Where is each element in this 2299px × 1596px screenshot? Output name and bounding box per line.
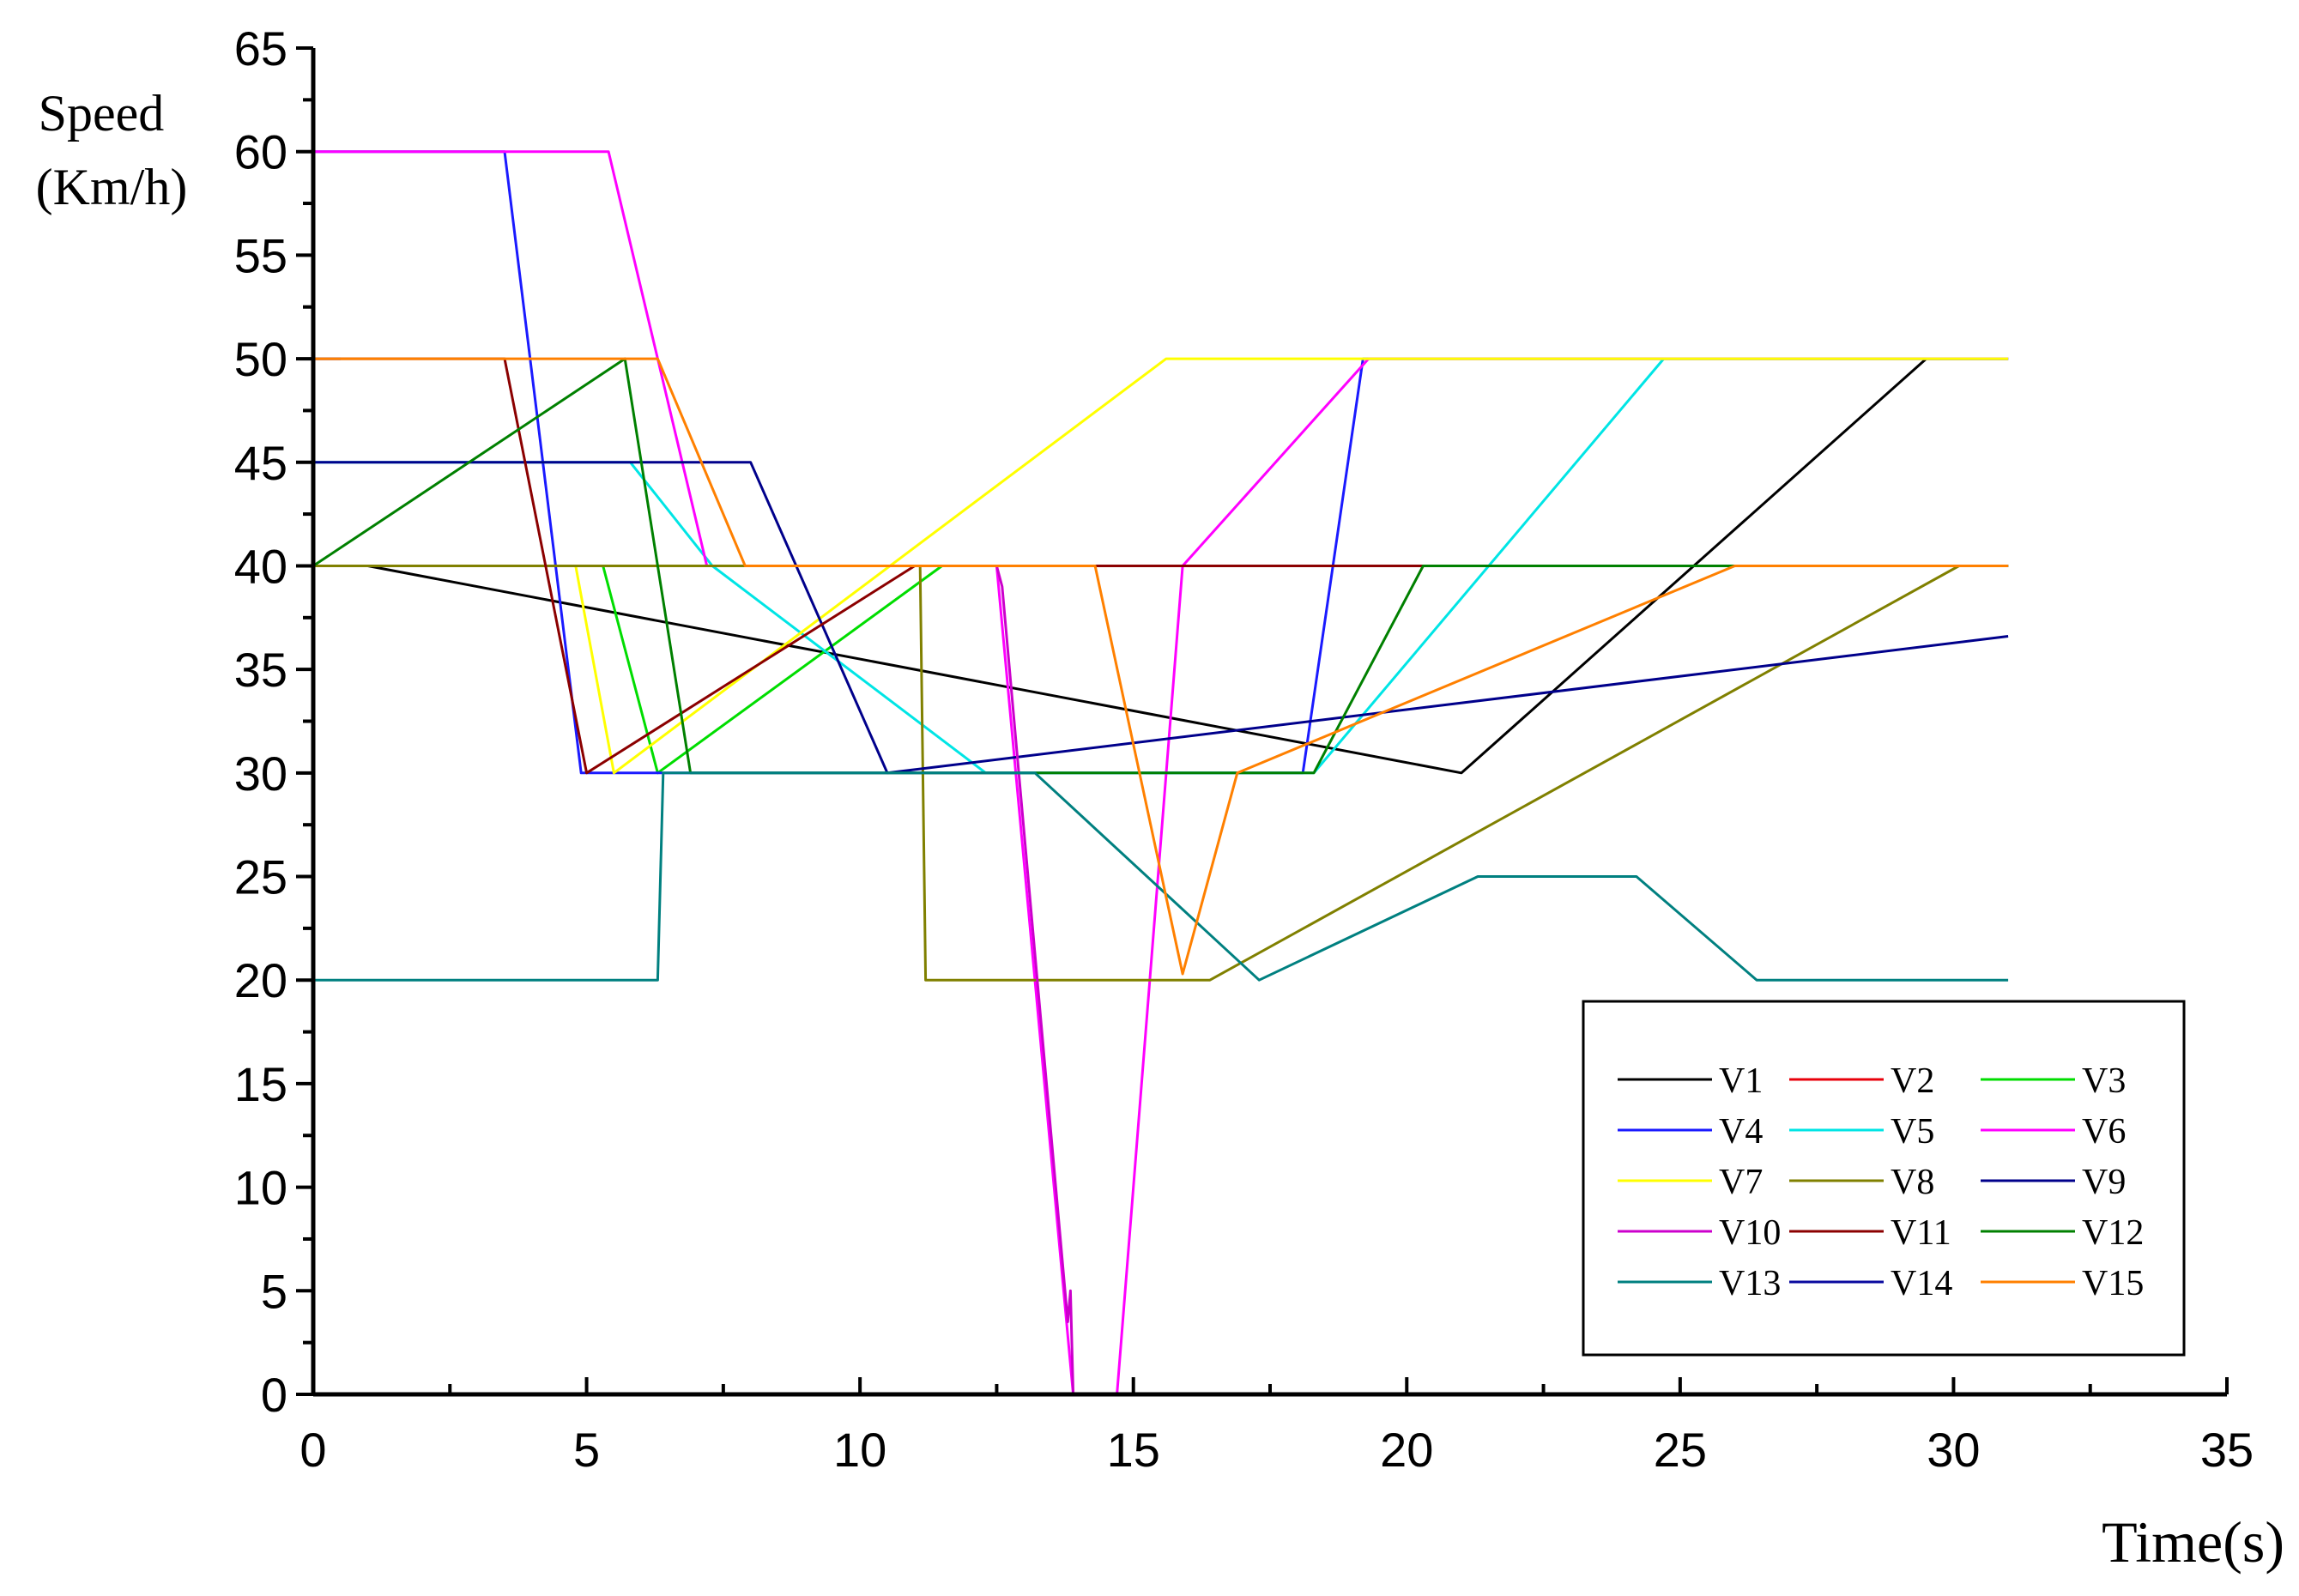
y-tick-label: 50 xyxy=(234,332,287,386)
x-tick-label: 20 xyxy=(1380,1423,1433,1477)
y-tick-label: 35 xyxy=(234,643,287,697)
legend-box xyxy=(1582,1000,2186,1357)
legend-label-v2: V2 xyxy=(1891,1061,1934,1101)
legend-label-v6: V6 xyxy=(2082,1112,2126,1152)
x-tick-label: 35 xyxy=(2200,1423,2254,1477)
y-tick-label: 65 xyxy=(234,21,287,76)
y-tick-label: 20 xyxy=(234,953,287,1007)
y-tick-label: 30 xyxy=(234,747,287,801)
legend-label-v10: V10 xyxy=(1719,1213,1781,1253)
y-axis-label-line-1: Speed xyxy=(39,85,165,142)
y-tick-label: 60 xyxy=(234,125,287,179)
legend-label-v3: V3 xyxy=(2082,1061,2126,1101)
legend-label-v12: V12 xyxy=(2082,1213,2144,1253)
y-tick-label: 45 xyxy=(234,436,287,490)
x-tick-label: 10 xyxy=(833,1423,886,1477)
x-tick-label: 15 xyxy=(1107,1423,1160,1477)
legend-label-v11: V11 xyxy=(1891,1213,1951,1253)
legend-label-v9: V9 xyxy=(2082,1163,2126,1202)
legend-label-v5: V5 xyxy=(1891,1112,1934,1152)
y-tick-label: 0 xyxy=(261,1368,287,1422)
series-line-v9 xyxy=(313,461,2009,775)
y-tick-label: 25 xyxy=(234,850,287,904)
legend-label-v14: V14 xyxy=(1891,1264,1952,1303)
x-axis-label: Time(s) xyxy=(2102,1509,2284,1575)
x-tick-label: 0 xyxy=(299,1423,326,1477)
legend-label-v7: V7 xyxy=(1719,1163,1763,1202)
axes: 0 5 10 15 20 25 30 35 0 5 10 15 20 25 30 35 40 45 50 55 60 65 xyxy=(234,21,2254,1477)
y-tick-label: 5 xyxy=(261,1264,287,1318)
legend-label-v4: V4 xyxy=(1719,1112,1763,1152)
y-tick-label: 15 xyxy=(234,1057,287,1111)
y-axis-label-line-2: (Km/h) xyxy=(36,159,188,215)
x-tick-label: 30 xyxy=(1927,1423,1980,1477)
legend-label-v13: V13 xyxy=(1719,1264,1781,1303)
y-tick-label: 10 xyxy=(234,1161,287,1215)
legend: V1 V2 V3 V4 V5 V6 V7 V8 V9 V10 V11 V12 V13 V14 V15 xyxy=(1582,1000,2186,1357)
series-line-v13 xyxy=(313,771,2009,982)
series-line-v15 xyxy=(313,357,2009,976)
legend-label-v1: V1 xyxy=(1719,1061,1763,1101)
legend-label-v15: V15 xyxy=(2082,1264,2144,1303)
x-tick-label: 25 xyxy=(1654,1423,1707,1477)
y-tick-label: 55 xyxy=(234,228,287,282)
y-tick-label: 40 xyxy=(234,539,287,593)
x-tick-label: 5 xyxy=(573,1423,600,1477)
legend-label-v8: V8 xyxy=(1891,1163,1934,1202)
